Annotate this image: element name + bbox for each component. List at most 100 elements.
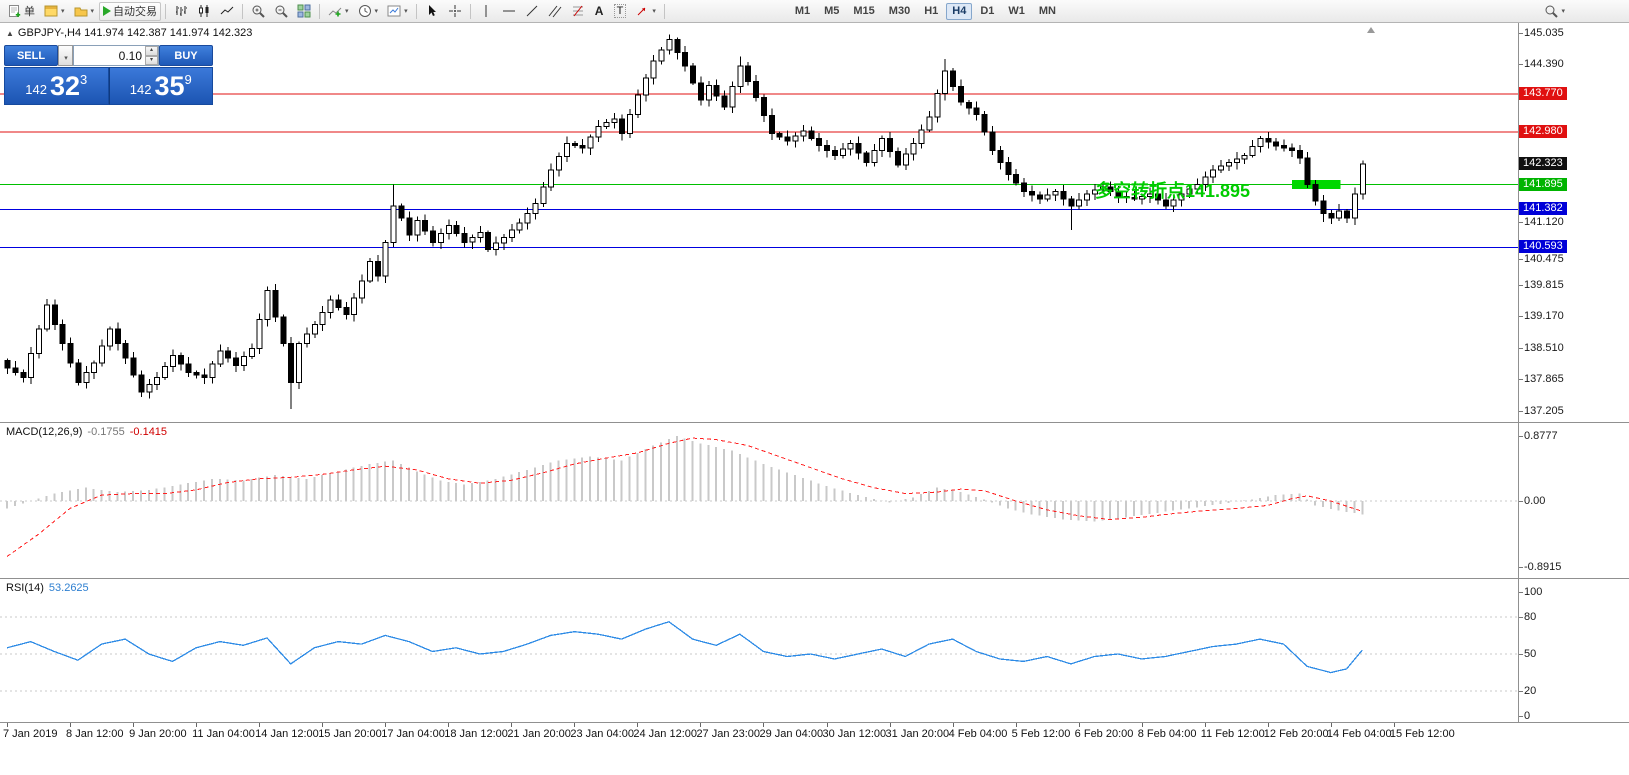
time-tick [700,723,702,727]
volume-field[interactable]: 0.10 ▴ ▾ [73,45,159,66]
indicators-button[interactable]: ▾ [324,2,353,21]
templates-button[interactable]: ▾ [383,2,412,21]
buy-price-pip: 9 [184,72,192,87]
indicators-icon [328,7,342,17]
zoom-in-button[interactable] [247,2,269,21]
panel-separator[interactable] [0,422,1629,423]
collapse-arrow-icon: ▲ [6,28,14,38]
tf-button-w1[interactable]: W1 [1002,3,1031,20]
template-icon [387,5,401,17]
time-label: 14 Jan 12:00 [255,728,319,740]
rsi-value: 53.2625 [48,582,89,594]
time-label: 8 Feb 04:00 [1137,728,1197,740]
time-label: 29 Jan 04:00 [759,728,824,740]
time-tick [1141,723,1143,727]
time-label: 24 Jan 12:00 [633,728,698,740]
zoom-out-button[interactable] [270,2,292,21]
tf-button-h4[interactable]: H4 [946,2,973,20]
sell-price-pip: 3 [80,72,88,87]
pivot-annotation: 多空转折点141.895 [1095,181,1251,201]
buy-price-panel[interactable]: 142 35 9 [108,67,213,105]
autotrading-button[interactable]: 自动交易 [99,1,162,21]
time-axis[interactable]: 7 Jan 2019 8 Jan 12:00 9 Jan 20:00 11 Jan 0… [0,722,1629,748]
macd-label: MACD(12,26,9) -0.1755 -0.1415 [6,426,167,438]
price-tick: 138.510 [1519,342,1564,354]
time-label: 9 Jan 20:00 [129,728,187,740]
main-price-chart[interactable] [0,23,1518,422]
time-label: 23 Jan 04:00 [570,728,634,740]
time-tick [952,723,954,727]
chevron-down-icon: ▾ [1561,8,1565,15]
price-scale[interactable]: 145.035 144.390 141.120 140.475 139.815 139.1… [1518,0,1629,775]
time-tick [70,723,72,727]
time-tick [511,723,513,727]
tf-button-m5[interactable]: M5 [818,3,845,20]
tf-button-m30[interactable]: M30 [883,3,916,20]
bar-chart-button[interactable] [170,2,192,21]
channel-button[interactable] [544,2,566,21]
fibonacci-button[interactable] [567,2,589,21]
line-chart-button[interactable] [216,2,238,21]
tf-button-m1[interactable]: M1 [789,3,816,20]
price-line-badge: 141.382 [1519,202,1567,216]
new-order-button[interactable]: 单 [4,2,39,21]
price-scale-separator[interactable] [1518,23,1519,722]
tile-windows-button[interactable] [293,2,315,21]
label-tool-button[interactable]: T [610,2,631,21]
order-type-dropdown[interactable]: ▾ [58,45,73,66]
chevron-down-icon: ▾ [90,8,95,15]
crosshair-button[interactable] [444,2,466,21]
time-tick [1267,723,1269,727]
rsi-scale-tick: 80 [1518,610,1537,623]
tf-button-mn[interactable]: MN [1033,3,1062,20]
periods-button[interactable]: ▾ [354,2,383,21]
macd-panel[interactable] [0,423,1518,578]
text-tool-button[interactable]: A [590,2,609,21]
profiles-button[interactable]: ▾ [70,2,99,21]
line-chart-icon [220,6,234,15]
time-label: 15 Jan 20:00 [318,728,382,740]
sell-price-panel[interactable]: 142 32 3 [4,67,109,105]
cursor-button[interactable] [421,2,443,21]
rsi-scale-tick: 20 [1518,685,1537,698]
arrows-tool-button[interactable]: ▾ [631,2,660,21]
horizontal-line-button[interactable] [498,2,520,21]
macd-value-signal: -0.1415 [129,426,168,438]
time-tick [259,723,261,727]
time-tick [763,723,765,727]
time-label: 27 Jan 23:00 [696,728,761,740]
one-click-top-row: SELL ▾ 0.10 ▴ ▾ BUY [4,45,213,66]
charts-menu-button[interactable]: ▾ [40,2,69,21]
candlestick-button[interactable] [193,2,215,21]
sell-button[interactable]: SELL [4,45,58,66]
time-label: 31 Jan 20:00 [885,728,950,740]
chart-shift-marker[interactable] [1367,27,1375,33]
time-tick [448,723,450,727]
cursor-icon [428,5,436,16]
toolbar: 单 ▾ ▾ 自动交易 ▾ ▾ ▾ [0,0,1629,23]
rsi-scale-tick: 50 [1518,648,1537,660]
tf-button-d1[interactable]: D1 [974,3,1000,20]
volume-increase-button[interactable]: ▴ [145,46,158,56]
rsi-name: RSI(14) [6,582,44,594]
rsi-label: RSI(14) 53.2625 [6,582,89,594]
crosshair-icon [448,5,461,17]
tf-button-m15[interactable]: M15 [847,3,880,20]
search-button[interactable]: ▾ [1540,2,1569,21]
zoom-out-icon [275,5,288,18]
trendline-icon [526,5,537,17]
rsi-panel[interactable] [0,579,1518,722]
vertical-line-button[interactable] [475,2,497,21]
panel-separator[interactable] [0,578,1629,579]
price-line-badge: 143.770 [1519,87,1567,101]
time-label: 11 Feb 12:00 [1200,728,1265,740]
label-tool-icon: T [613,4,627,18]
volume-decrease-button[interactable]: ▾ [145,55,158,65]
buy-button[interactable]: BUY [159,45,213,66]
time-tick [322,723,324,727]
trendline-button[interactable] [521,2,543,21]
vertical-line-icon [485,5,487,17]
time-label: 30 Jan 12:00 [822,728,887,740]
tf-button-h1[interactable]: H1 [918,3,944,20]
time-tick [826,723,828,727]
